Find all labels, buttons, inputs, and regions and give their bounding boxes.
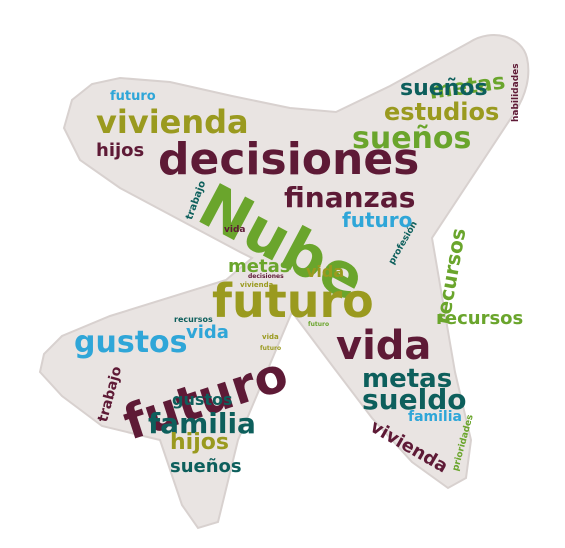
word-recursos-2: recursos [174,315,213,324]
word-decisiones-2: decisiones [248,273,284,280]
word-finanzas-1: finanzas [284,181,416,214]
word-vida-4: vida [336,323,432,369]
word-decisiones-1: decisiones [158,134,420,185]
word-familia-1: familia [408,409,462,425]
word-gustos-2: gustos [172,390,233,409]
word-futuro-6: futuro [308,321,330,328]
word-sueldo-1: sueldo [362,383,467,416]
word-futuro-2: futuro [342,208,413,232]
word-futuro-5: futuro [260,345,282,352]
word-futuro-1: futuro [110,89,156,104]
word-gustos-1: gustos [74,325,188,360]
word-hijos-1: hijos [96,140,145,161]
word-hijos-2: hijos [170,430,229,455]
word-vida-3: vida [186,322,229,343]
word-suenos-2: sueños [352,121,472,156]
word-familia-2: familia [148,407,256,440]
word-vida-1: vida [224,225,246,235]
word-vida-5: vida [262,333,279,341]
word-suenos-1: sueños [400,76,488,101]
word-vivienda-2: vivienda [240,281,274,289]
word-vivienda-1: vivienda [96,103,249,141]
word-recursos-3: recursos [436,308,524,329]
word-futuro-3: futuro [212,274,374,328]
word-suenos-3: sueños [170,456,242,477]
word-metas-3: metas [362,364,453,394]
word-vida-2: vida [306,262,345,281]
word-estudios-1: estudios [384,98,500,126]
word-metas-2: metas [228,256,291,277]
word-habilidades-1: habilidades [511,63,521,122]
